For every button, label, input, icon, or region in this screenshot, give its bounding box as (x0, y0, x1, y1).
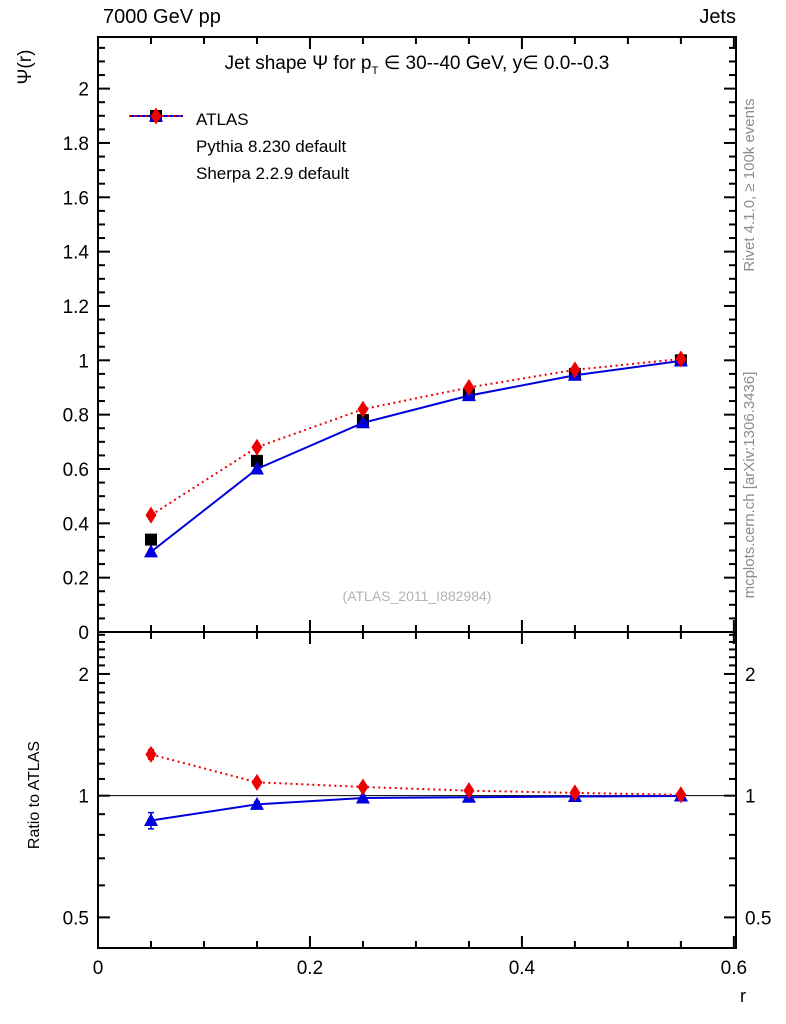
svg-text:0.2: 0.2 (63, 569, 89, 590)
legend-label-atlas: ATLAS (196, 109, 249, 129)
svg-text:1: 1 (745, 787, 756, 808)
svg-text:2: 2 (78, 80, 89, 101)
svg-text:2: 2 (745, 665, 756, 686)
svg-text:1.8: 1.8 (63, 134, 89, 155)
svg-text:1.6: 1.6 (63, 188, 89, 209)
chart-title: Jet shape Ψ for pT ∈ 30--40 GeV, y∈ 0.0-… (98, 52, 736, 77)
legend: ATLAS Pythia 8.230 default Sherpa 2.2.9 … (128, 106, 349, 187)
sherpa-marker-icon (128, 107, 184, 184)
svg-text:0.6: 0.6 (721, 958, 747, 979)
svg-text:1.4: 1.4 (63, 243, 90, 264)
svg-text:0.4: 0.4 (63, 514, 90, 535)
analysis-id-watermark: (ATLAS_2011_I882984) (342, 588, 492, 604)
chart-title-prefix: Jet shape Ψ for p (224, 53, 372, 74)
rivet-version-note: Rivet 4.1.0, ≥ 100k events (741, 98, 758, 272)
legend-row-sherpa: Sherpa 2.2.9 default (128, 107, 350, 187)
svg-text:0.6: 0.6 (63, 460, 89, 481)
chart-title-suffix: ∈ 30--40 GeV, y∈ 0.0--0.3 (378, 53, 610, 74)
mcplots-arxiv-note: mcplots.cern.ch [arXiv:1306.3436] (741, 371, 758, 599)
svg-text:0: 0 (93, 958, 104, 979)
y-axis-label-main: Ψ(r) (15, 49, 36, 85)
svg-text:0.2: 0.2 (297, 958, 323, 979)
svg-text:0.8: 0.8 (63, 406, 89, 427)
svg-text:1.2: 1.2 (63, 297, 89, 318)
header-beam-energy: 7000 GeV pp (103, 6, 221, 28)
svg-text:1: 1 (78, 351, 89, 372)
svg-text:1: 1 (78, 787, 89, 808)
pythia-marker-icon (128, 108, 184, 157)
svg-text:0: 0 (78, 623, 89, 644)
svg-text:0.4: 0.4 (509, 958, 536, 979)
header-analysis-group: Jets (699, 6, 736, 28)
svg-text:2: 2 (78, 665, 89, 686)
chart-title-subscript: T (371, 64, 379, 77)
svg-text:0.5: 0.5 (745, 908, 771, 929)
legend-label-sherpa: Sherpa 2.2.9 default (196, 163, 350, 183)
svg-text:0.5: 0.5 (63, 908, 89, 929)
legend-row-pythia: Pythia 8.230 default (128, 108, 349, 160)
legend-label-pythia: Pythia 8.230 default (196, 136, 347, 156)
x-axis-label: r (740, 986, 746, 1006)
y-axis-label-ratio: Ratio to ATLAS (26, 740, 43, 850)
